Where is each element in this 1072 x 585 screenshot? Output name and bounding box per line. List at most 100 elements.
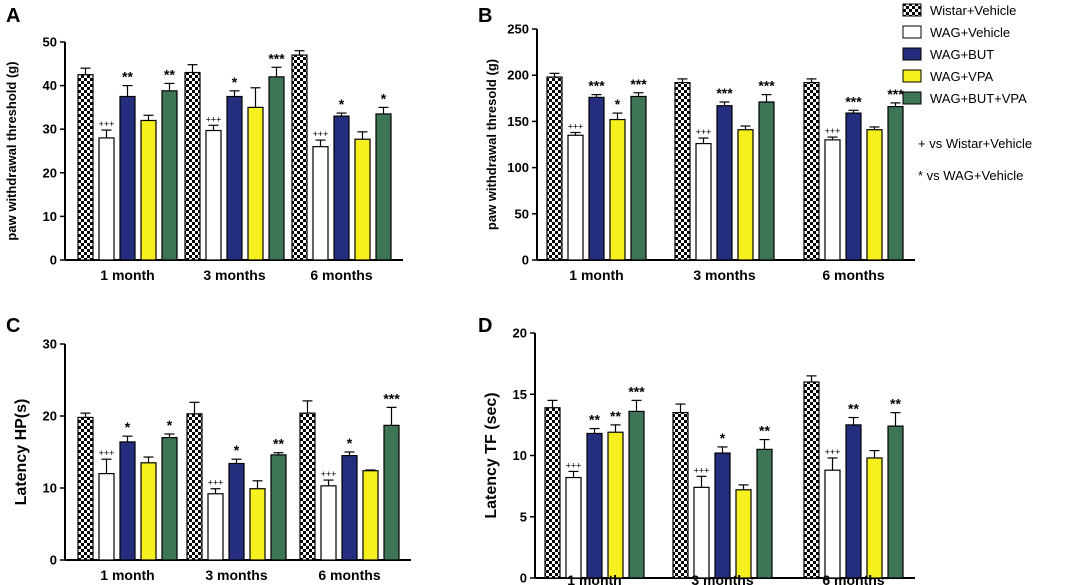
y-tick-label: 30 <box>43 337 57 352</box>
bar-wag-but-vpa <box>756 448 773 579</box>
bar-wistar-vehicle <box>803 381 820 579</box>
bar-wistar-vehicle <box>77 74 94 261</box>
legend-entry-wag-but-vpa: WAG+BUT+VPA <box>902 91 1027 106</box>
significance-star-label: * <box>720 430 726 446</box>
significance-plus-label: +++ <box>208 478 224 488</box>
x-category-label: 3 months <box>691 572 753 585</box>
y-tick-label: 150 <box>507 114 529 129</box>
bar-wag-vehicle <box>320 485 337 561</box>
bar-wag-vpa <box>607 431 624 579</box>
bar-wag-but-vpa <box>375 113 392 261</box>
note-plus-vs-wistar: + vs Wistar+Vehicle <box>918 136 1032 151</box>
bar-wag-but <box>845 112 862 261</box>
x-category-label: 6 months <box>318 567 380 583</box>
x-category-label: 1 month <box>567 572 621 585</box>
bar-wag-but-vpa <box>628 410 645 579</box>
x-category-label: 3 months <box>205 567 267 583</box>
y-axis-label: Latency TF (sec) <box>483 392 500 518</box>
significance-plus-label: +++ <box>694 465 710 475</box>
chart-panel-A: 0 10 20 30 40 50 paw withdrawal threshold (g) +… <box>4 35 403 283</box>
bar-wag-vpa <box>140 119 157 261</box>
bar-wag-vehicle <box>824 469 841 579</box>
significance-star-label: ** <box>610 408 621 424</box>
panel-letter-B: B <box>478 5 492 27</box>
bar-wag-but <box>716 105 733 261</box>
significance-star-label: * <box>125 419 131 435</box>
bar-wag-but <box>226 95 243 261</box>
bar-wag-but <box>714 452 731 579</box>
y-tick-label: 20 <box>43 409 57 424</box>
significance-star-label: * <box>615 96 621 112</box>
bar-wag-vpa <box>866 457 883 579</box>
significance-star-label: *** <box>845 93 862 109</box>
y-tick-label: 0 <box>522 253 529 268</box>
y-tick-label: 100 <box>507 160 529 175</box>
significance-star-label: * <box>232 74 238 90</box>
bar-wag-but-vpa <box>887 106 904 261</box>
legend-label-wag-but: WAG+BUT <box>930 47 994 62</box>
bar-wag-but <box>341 455 358 561</box>
x-category-label: 3 months <box>693 267 755 283</box>
bar-wag-vehicle <box>567 134 584 261</box>
chart-panel-B: 0 50 100 150 200 250 paw withdrawal thresold (… <box>484 22 915 283</box>
significance-star-label: ** <box>589 412 600 428</box>
bar-wag-but <box>119 95 136 261</box>
y-tick-label: 200 <box>507 68 529 83</box>
bar-wag-vehicle <box>98 473 115 561</box>
legend-swatch-wag-vehicle <box>902 25 922 39</box>
bar-wistar-vehicle <box>546 76 563 261</box>
bar-wag-but <box>586 432 603 579</box>
y-axis-label: Latency HP(s) <box>13 399 30 506</box>
x-category-label: 1 month <box>569 267 623 283</box>
bar-wag-vehicle <box>205 129 222 261</box>
bar-wag-but-vpa <box>630 95 647 261</box>
bar-wag-but-vpa <box>161 437 178 561</box>
significance-star-label: *** <box>588 78 605 94</box>
bar-wag-vpa <box>737 129 754 261</box>
panel-letter-C: C <box>6 315 20 337</box>
legend-entry-wistar-vehicle: Wistar+Vehicle <box>902 3 1016 18</box>
y-tick-label: 50 <box>43 35 57 50</box>
x-category-label: 6 months <box>822 572 884 585</box>
bar-wag-vehicle <box>693 486 710 579</box>
significance-plus-label: +++ <box>568 121 584 131</box>
legend-label-wag-but-vpa: WAG+BUT+VPA <box>930 91 1027 106</box>
bar-wag-but <box>333 115 350 261</box>
y-tick-label: 5 <box>520 509 527 524</box>
bar-wag-vpa <box>140 462 157 561</box>
bar-wag-vehicle <box>312 146 329 261</box>
bar-wag-vehicle <box>207 493 224 561</box>
bar-wag-vpa <box>735 489 752 579</box>
bar-wag-but-vpa <box>268 76 285 261</box>
significance-plus-label: +++ <box>566 460 582 470</box>
bar-wag-but <box>228 462 245 561</box>
significance-star-label: ** <box>759 423 770 439</box>
bar-wag-but-vpa <box>270 454 287 561</box>
panel-letter-D: D <box>478 315 492 337</box>
bar-wag-vpa <box>247 106 264 261</box>
significance-star-label: ** <box>890 396 901 412</box>
y-tick-label: 30 <box>43 122 57 137</box>
bar-wag-vpa <box>609 118 626 261</box>
significance-plus-label: +++ <box>696 127 712 137</box>
significance-plus-label: +++ <box>206 114 222 124</box>
bar-wag-vpa <box>354 138 371 261</box>
bar-wag-but-vpa <box>161 90 178 261</box>
x-category-label: 6 months <box>310 267 372 283</box>
bar-wag-but <box>588 96 605 261</box>
y-tick-label: 250 <box>507 22 529 37</box>
y-tick-label: 0 <box>520 571 527 585</box>
y-axis-label: paw withdrawal thresold (g) <box>484 59 499 230</box>
panel-letter-A: A <box>6 5 20 27</box>
legend: Wistar+Vehicle WAG+Vehicle WAG+BUT WAG+V… <box>902 3 1032 183</box>
bar-wag-but <box>119 441 136 561</box>
legend-entry-wag-vehicle: WAG+Vehicle <box>902 25 1010 40</box>
y-tick-label: 10 <box>43 481 57 496</box>
legend-swatch-wag-but-vpa <box>902 91 922 105</box>
y-tick-label: 20 <box>513 326 527 341</box>
bar-wistar-vehicle <box>299 412 316 561</box>
significance-star-label: ** <box>848 401 859 417</box>
significance-star-label: ** <box>164 66 175 82</box>
x-category-label: 1 month <box>100 267 154 283</box>
